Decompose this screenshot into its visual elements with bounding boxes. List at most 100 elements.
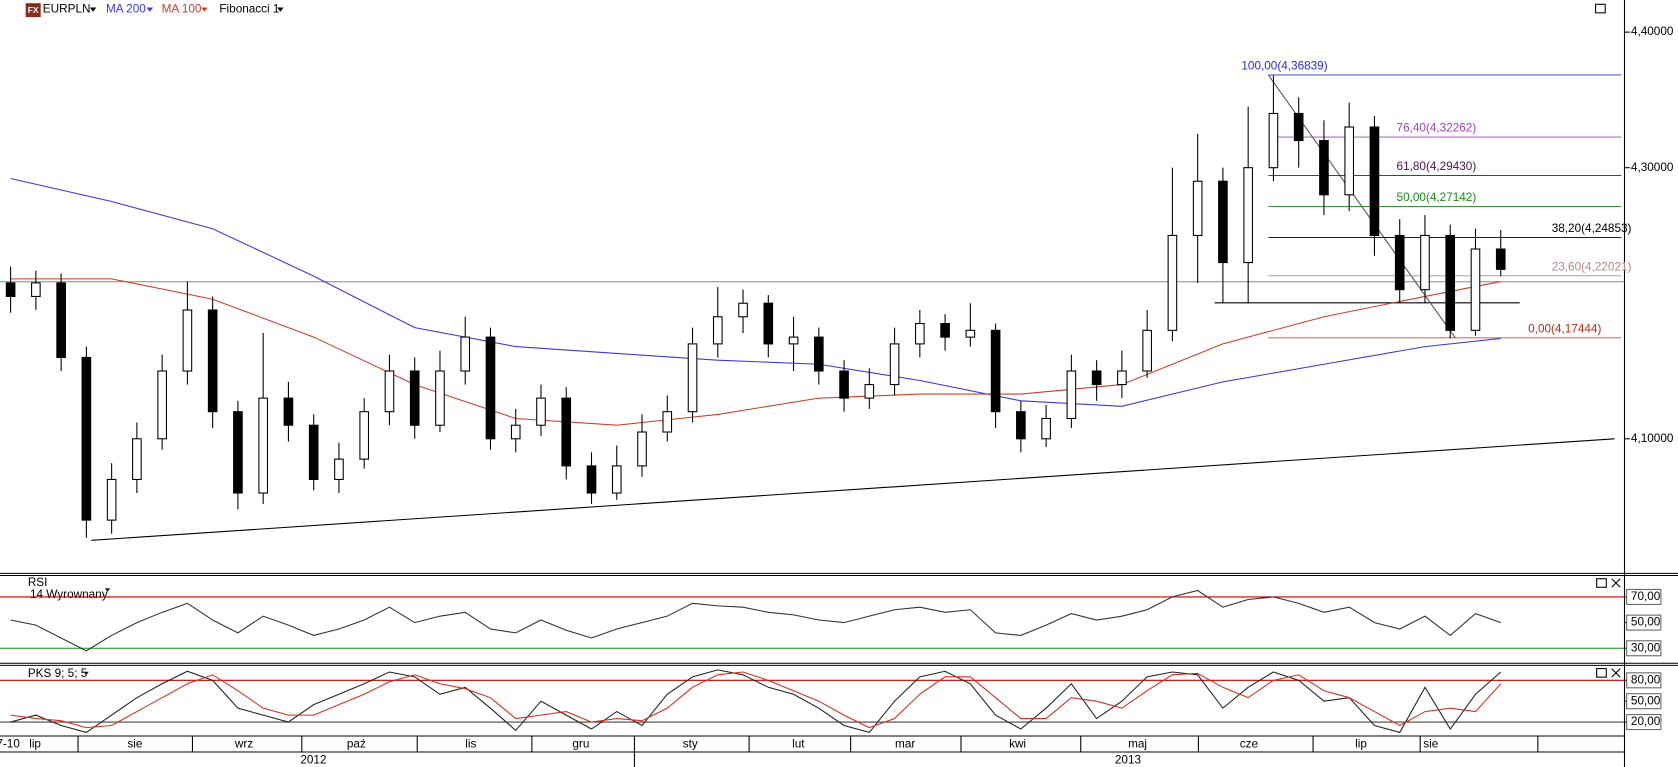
candle-body — [1218, 180, 1228, 264]
year-label: 2013 — [1115, 754, 1142, 767]
pks-title[interactable]: PKS 9; 5; 5 — [28, 667, 88, 680]
candle-body — [1470, 248, 1481, 331]
legend-ma100[interactable]: MA 100 — [162, 3, 202, 16]
candle-body — [1495, 248, 1506, 270]
x-tick-label: wrz — [234, 738, 253, 751]
candle-body — [258, 397, 268, 494]
candle-body — [687, 343, 698, 413]
y-tick-label: 4,10000 — [1631, 432, 1674, 445]
y-tick-label: 30,00 — [1631, 641, 1661, 654]
close-button[interactable] — [1611, 578, 1621, 588]
symbol-icon-text: FX — [28, 5, 39, 15]
maximize-button[interactable] — [1596, 668, 1607, 678]
candle-body — [283, 397, 294, 426]
candle-body — [81, 356, 92, 521]
maximize-button[interactable] — [1595, 3, 1606, 14]
x-tick-label: cze — [1240, 738, 1259, 751]
candle-body — [5, 282, 16, 297]
candle-body — [106, 478, 117, 521]
dropdown-arrow[interactable] — [277, 7, 284, 12]
candle-body — [889, 343, 900, 386]
x-tick-label: lip — [1355, 738, 1367, 751]
candle-body — [637, 431, 647, 467]
candle-body — [1420, 234, 1430, 291]
candle-body — [1319, 140, 1329, 196]
dropdown-arrow[interactable] — [146, 7, 154, 12]
candle-body — [611, 465, 622, 494]
candle-body — [409, 370, 420, 426]
ma-line — [10, 278, 1501, 426]
candle-body — [738, 302, 748, 318]
maximize-button[interactable] — [1596, 578, 1607, 588]
candle-body — [662, 411, 673, 433]
symbol-name[interactable]: EURPLN — [43, 3, 91, 16]
candle-body — [1016, 411, 1026, 440]
fib-label: 50,00(4,27142) — [1397, 191, 1477, 204]
indicator-line — [10, 589, 1501, 652]
fib-label: 61,80(4,29430) — [1397, 160, 1477, 173]
candle-body — [586, 465, 597, 494]
candle-body — [435, 370, 445, 426]
y-tick-box — [1626, 693, 1662, 710]
candle-body — [31, 282, 41, 297]
candle-body — [132, 438, 142, 480]
candle-body — [334, 458, 344, 480]
y-tick-box — [1626, 588, 1662, 605]
y-tick-box — [1626, 672, 1662, 689]
symbol-icon[interactable] — [25, 3, 41, 18]
fib-label: 100,00(4,36839) — [1241, 60, 1327, 73]
x-tick-label: lis — [465, 738, 476, 751]
candle-body — [940, 323, 950, 338]
y-tick-box — [1626, 640, 1662, 657]
candle-body — [788, 336, 799, 345]
x-tick-label: maj — [1128, 738, 1147, 751]
y-tick-label: 50,00 — [1631, 616, 1661, 629]
candle-body — [485, 336, 496, 440]
legend-fibonacci[interactable]: Fibonacci 1 — [219, 3, 279, 16]
indicator-line — [10, 671, 1502, 729]
candle-body — [561, 397, 572, 467]
candle-body — [1167, 234, 1178, 331]
candle-body — [56, 282, 66, 358]
dropdown-arrow[interactable] — [89, 7, 97, 12]
y-tick-label: 20,00 — [1631, 715, 1661, 728]
y-tick-label: 80,00 — [1631, 673, 1661, 686]
candle-body — [359, 411, 370, 460]
candle-body — [1293, 112, 1304, 142]
close-button[interactable] — [1611, 668, 1621, 678]
x-tick-label: gru — [572, 738, 589, 751]
candle-body — [839, 370, 849, 399]
dropdown-arrow[interactable] — [104, 588, 111, 592]
candle-body — [1394, 234, 1405, 291]
candle-body — [384, 370, 395, 413]
fib-label: 76,40(4,32262) — [1397, 122, 1477, 135]
candle-body — [1243, 167, 1253, 264]
dropdown-arrow[interactable] — [201, 7, 208, 12]
candle-body — [813, 336, 824, 372]
x-tick-label: sie — [127, 738, 142, 751]
candle-body — [1091, 370, 1102, 386]
x-tick-label: lip — [29, 738, 41, 751]
fib-label: 23,60(4,22021) — [1552, 260, 1632, 273]
x-tick-label: lut — [792, 738, 805, 751]
x-tick-label: kwi — [1009, 738, 1026, 751]
candle-body — [1344, 126, 1355, 196]
y-tick-box — [1626, 614, 1662, 631]
legend-ma200[interactable]: MA 200 — [106, 3, 146, 16]
indicator-line — [10, 669, 1502, 734]
x-tick-label: mar — [895, 738, 915, 751]
candle-body — [1041, 417, 1051, 440]
candle-body — [510, 424, 521, 440]
y-tick-box — [1626, 714, 1662, 731]
candle-body — [712, 316, 723, 345]
candle-body — [1117, 370, 1127, 386]
rsi-subtitle[interactable]: 14 Wyrownany — [30, 588, 108, 601]
candle-body — [207, 309, 218, 413]
candle-body — [1445, 234, 1456, 331]
candle-body — [915, 323, 925, 345]
candle-body — [182, 309, 193, 372]
rsi-title[interactable]: RSI — [28, 576, 48, 589]
candle-body — [990, 329, 1001, 413]
dropdown-arrow[interactable] — [83, 671, 89, 676]
